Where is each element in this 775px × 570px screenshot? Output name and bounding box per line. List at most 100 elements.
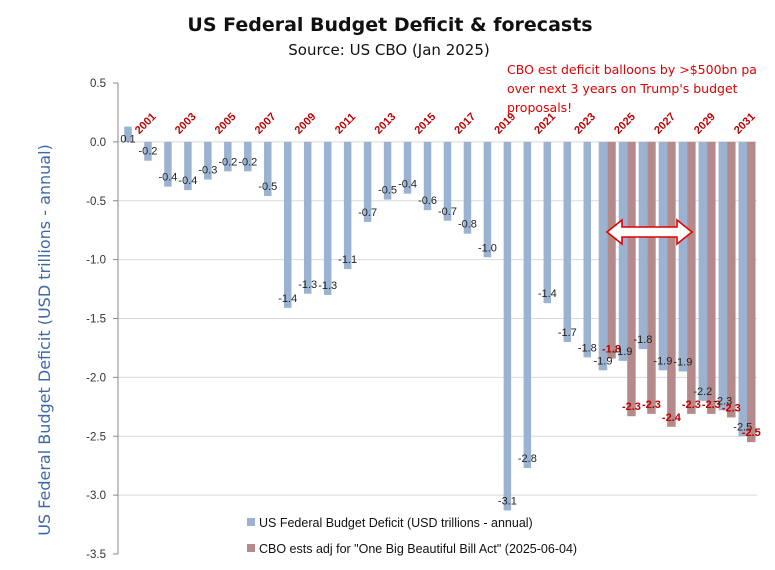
data-label-obbba-2027: -2.4 — [662, 412, 682, 424]
data-label-deficit-2030: -2.3 — [713, 395, 732, 407]
bar-deficit-2024 — [598, 141, 608, 371]
bar-deficit-2023 — [583, 141, 592, 358]
bar-deficit-2025 — [618, 141, 628, 361]
x-tick-label-2031: 2031 — [732, 111, 758, 137]
data-labels: 0.1-0.2-0.4 -0.4-0.3-0.2 -0.2-0.5-1.4-1.3-… — [120, 134, 760, 508]
annotation-line-3: proposals! — [507, 100, 572, 115]
x-tick-label-2005: 2005 — [213, 111, 239, 137]
data-label-deficit-2024: -1.9 — [594, 355, 613, 367]
data-label-deficit-2007: -0.5 — [258, 181, 277, 193]
x-tick-label-2027: 2027 — [652, 111, 678, 137]
annotation: CBO est deficit balloons by >$500bn pa o… — [507, 62, 757, 246]
legend-label-2: CBO ests adj for "One Big Beautiful Bill… — [259, 542, 577, 556]
bar-obbba-2025 — [627, 141, 636, 417]
data-label-obbba-2031: -2.5 — [742, 427, 761, 439]
bar-deficit-2031 — [738, 141, 748, 437]
x-tick-label-2015: 2015 — [412, 111, 438, 137]
data-label-deficit-2005: -0.2 — [218, 156, 237, 168]
y-axis-ticks: 0.5 0.0 -0.5 -1.0 -1.5 -2.0 -2.5 -3.0 -3.5 — [86, 78, 118, 561]
data-label-deficit-2013: -0.5 — [378, 185, 397, 197]
data-label-obbba-2029: -2.3 — [702, 399, 721, 411]
data-label-deficit-2008: -1.4 — [278, 293, 297, 305]
bar-obbba-2029 — [707, 141, 716, 414]
bar-deficit-2027 — [658, 141, 668, 371]
data-label-deficit-2029: -2.2 — [693, 386, 712, 398]
bar-deficit-2026 — [638, 141, 648, 350]
data-label-deficit-2022: -1.7 — [558, 327, 577, 339]
data-label-deficit-2012: -0.7 — [358, 207, 377, 219]
bar-deficit-2007 — [264, 141, 272, 197]
data-label-deficit-2014: -0.4 — [398, 179, 417, 191]
data-label-obbba-2028: -2.3 — [682, 399, 701, 411]
x-tick-label-2007: 2007 — [253, 111, 279, 137]
data-label-deficit-2031: -2.5 — [733, 421, 752, 433]
y-tick-label: 0.0 — [90, 137, 106, 149]
bar-deficit-2018 — [483, 141, 492, 258]
x-tick-label-2017: 2017 — [452, 111, 478, 137]
bar-deficit-2030 — [718, 141, 728, 411]
x-tick-label-2013: 2013 — [373, 111, 399, 137]
bar-deficit-2022 — [563, 141, 572, 343]
bars — [124, 126, 756, 511]
bar-deficit-2001 — [144, 141, 152, 161]
bar-deficit-2013 — [383, 141, 392, 200]
bar-deficit-2019 — [503, 141, 512, 511]
data-label-deficit-2015: -0.6 — [418, 195, 437, 207]
x-tick-label-2003: 2003 — [173, 111, 199, 137]
annotation-line-2: over next 3 years on Trump's budget — [507, 81, 738, 96]
x-tick-label-2025: 2025 — [612, 111, 638, 137]
bar-obbba-2027 — [667, 141, 676, 427]
bar-obbba-2031 — [747, 141, 756, 443]
annotation-arrow — [605, 218, 694, 246]
y-tick-label: -1.0 — [86, 255, 106, 267]
data-label-deficit-2004: -0.3 — [198, 165, 217, 177]
data-label-deficit-2020: -2.8 — [518, 453, 537, 465]
data-label-deficit-2003: -0.4 — [178, 175, 197, 187]
x-tick-label-2029: 2029 — [692, 111, 718, 137]
legend: US Federal Budget Deficit (USD trillions… — [247, 516, 577, 556]
x-tick-label-2009: 2009 — [293, 111, 319, 137]
legend-swatch-2 — [247, 544, 255, 552]
legend-swatch-1 — [247, 518, 255, 526]
bar-deficit-2010 — [323, 141, 332, 295]
bar-deficit-2005 — [224, 141, 232, 172]
y-tick-label: 0.5 — [90, 78, 106, 90]
data-label-obbba-2026: -2.3 — [642, 399, 661, 411]
x-axis-ticks: 2001 2003 2005 2007 2009 2011 2013 2015 2017 2019… — [133, 111, 758, 137]
bar-deficit-2017 — [463, 141, 472, 234]
y-tick-label: -3.5 — [86, 549, 106, 561]
bar-deficit-2002 — [164, 141, 172, 187]
bar-deficit-2008 — [283, 141, 292, 308]
chart-title: US Federal Budget Deficit & forecasts — [187, 14, 592, 36]
bar-deficit-2021 — [543, 141, 552, 304]
y-tick-label: -0.5 — [86, 196, 106, 208]
data-label-deficit-2006: -0.2 — [238, 156, 257, 168]
x-tick-label-2001: 2001 — [133, 111, 159, 137]
bar-deficit-2000 — [124, 126, 132, 142]
data-label-deficit-2018: -1.0 — [478, 242, 497, 254]
data-label-deficit-2027: -1.9 — [653, 355, 672, 367]
data-label-obbba-2025: -2.3 — [622, 401, 641, 413]
data-label-deficit-2001: -0.2 — [138, 146, 157, 158]
data-label-deficit-2010: -1.3 — [318, 280, 337, 292]
bar-deficit-2006 — [244, 141, 252, 172]
y-tick-label: -2.0 — [86, 372, 106, 384]
x-tick-label-2023: 2023 — [572, 111, 598, 137]
data-label-deficit-2023: -1.8 — [578, 342, 597, 354]
data-label-deficit-2019: -3.1 — [498, 495, 517, 507]
bar-deficit-2015 — [423, 141, 432, 211]
chart-subtitle: Source: US CBO (Jan 2025) — [288, 41, 489, 59]
bar-obbba-2026 — [647, 141, 656, 414]
data-label-deficit-2009: -1.3 — [298, 279, 317, 291]
bar-deficit-2014 — [403, 141, 412, 194]
y-tick-label: -2.5 — [86, 431, 106, 443]
bar-deficit-2012 — [363, 141, 372, 222]
data-label-deficit-2017: -0.8 — [458, 219, 477, 231]
bar-deficit-2004 — [204, 141, 212, 180]
data-label-obbba-2030: -2.3 — [722, 402, 741, 414]
data-label-deficit-2002: -0.4 — [158, 172, 177, 184]
bar-deficit-2009 — [303, 141, 312, 294]
bar-deficit-2003 — [184, 141, 192, 191]
data-label-deficit-2000: 0.1 — [120, 134, 135, 146]
